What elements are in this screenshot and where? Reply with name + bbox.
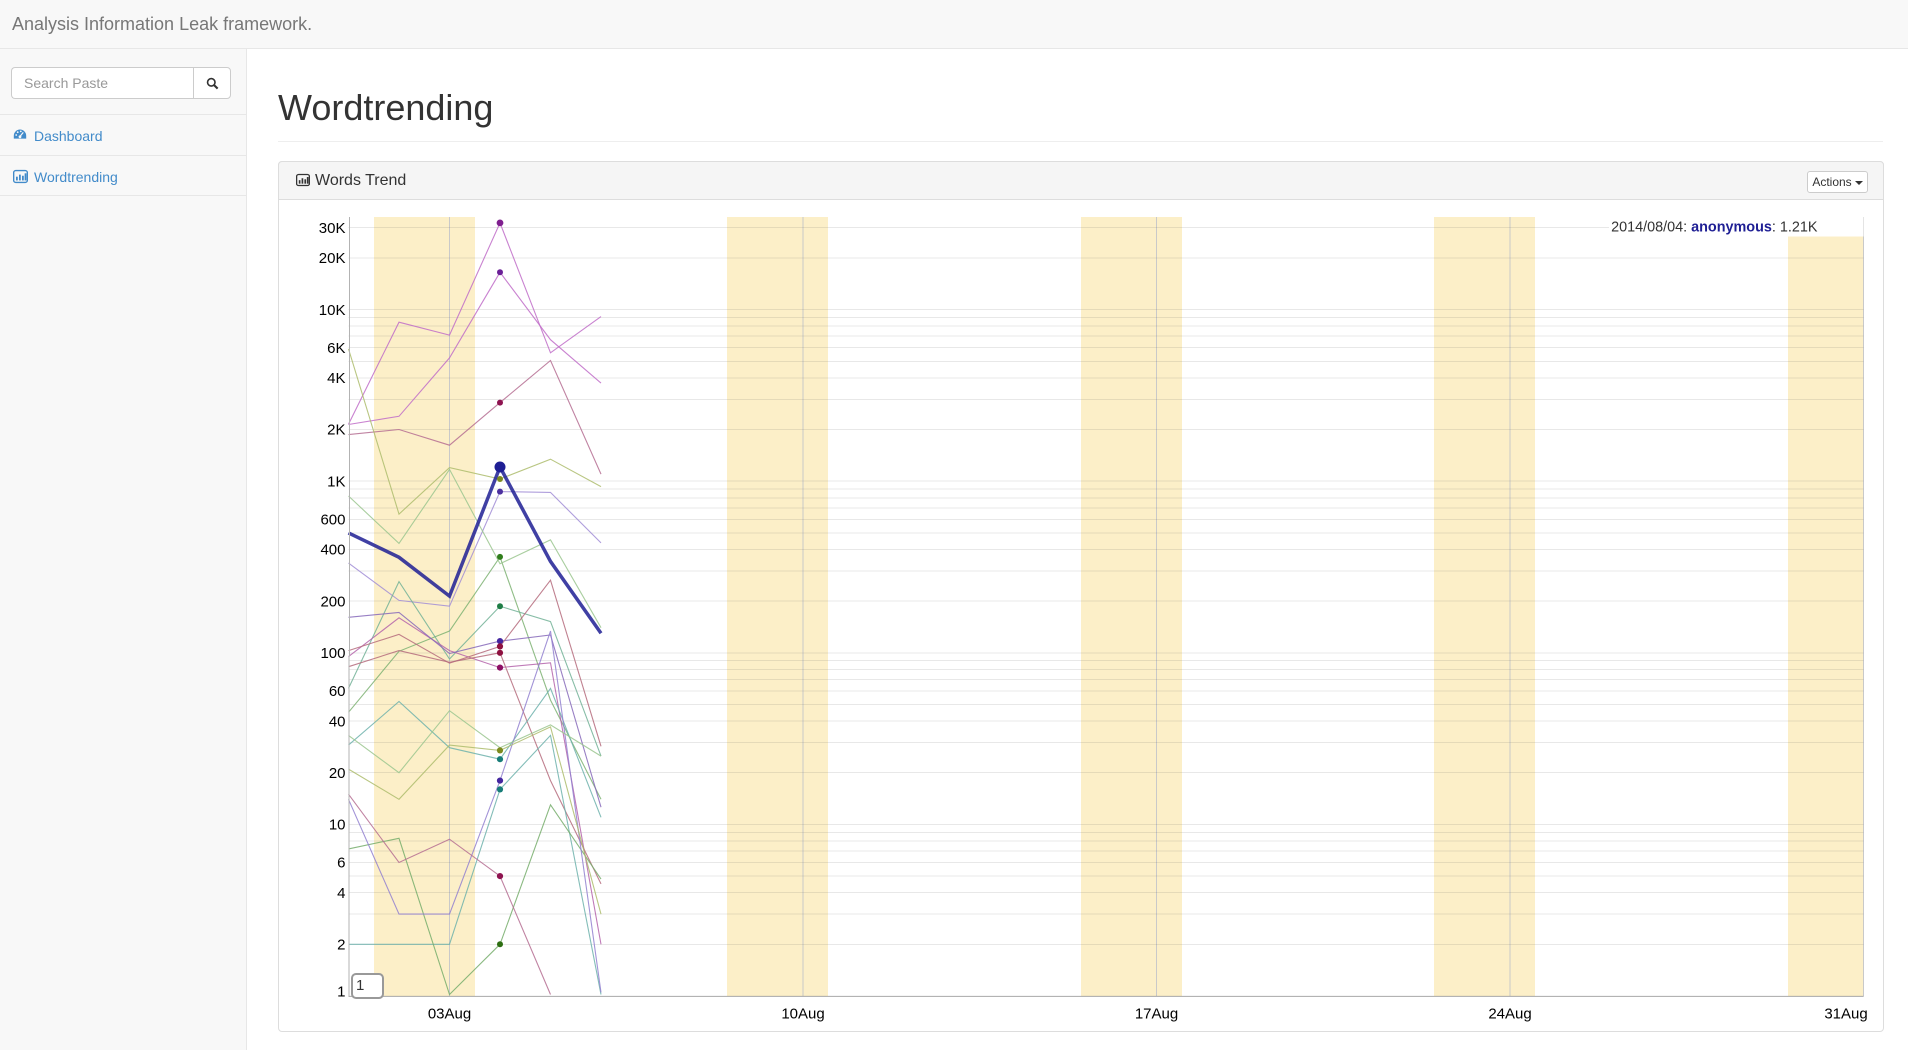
svg-text:4K: 4K: [327, 370, 345, 387]
svg-text:6: 6: [337, 855, 345, 872]
svg-text:1K: 1K: [327, 473, 345, 490]
svg-text:60: 60: [329, 683, 346, 700]
svg-text:10: 10: [329, 817, 346, 834]
svg-text:30K: 30K: [319, 220, 346, 237]
svg-text:400: 400: [320, 542, 345, 559]
svg-text:31Aug: 31Aug: [1824, 1005, 1867, 1022]
svg-text:600: 600: [320, 512, 345, 529]
svg-text:10K: 10K: [319, 302, 346, 319]
svg-text:2: 2: [337, 937, 345, 954]
svg-text:100: 100: [320, 645, 345, 662]
svg-text:40: 40: [329, 713, 346, 730]
svg-text:10Aug: 10Aug: [781, 1005, 824, 1022]
svg-text:2K: 2K: [327, 422, 345, 439]
svg-text:20: 20: [329, 765, 346, 782]
svg-text:6K: 6K: [327, 340, 345, 357]
svg-text:20K: 20K: [319, 250, 346, 267]
svg-text:24Aug: 24Aug: [1488, 1005, 1531, 1022]
svg-text:200: 200: [320, 593, 345, 610]
svg-text:4: 4: [337, 885, 345, 902]
svg-text:03Aug: 03Aug: [428, 1005, 471, 1022]
svg-text:2014/08/04: anonymous: 1.21K: 2014/08/04: anonymous: 1.21K: [1611, 220, 1818, 236]
svg-text:1: 1: [337, 984, 345, 1001]
svg-text:17Aug: 17Aug: [1135, 1005, 1178, 1022]
